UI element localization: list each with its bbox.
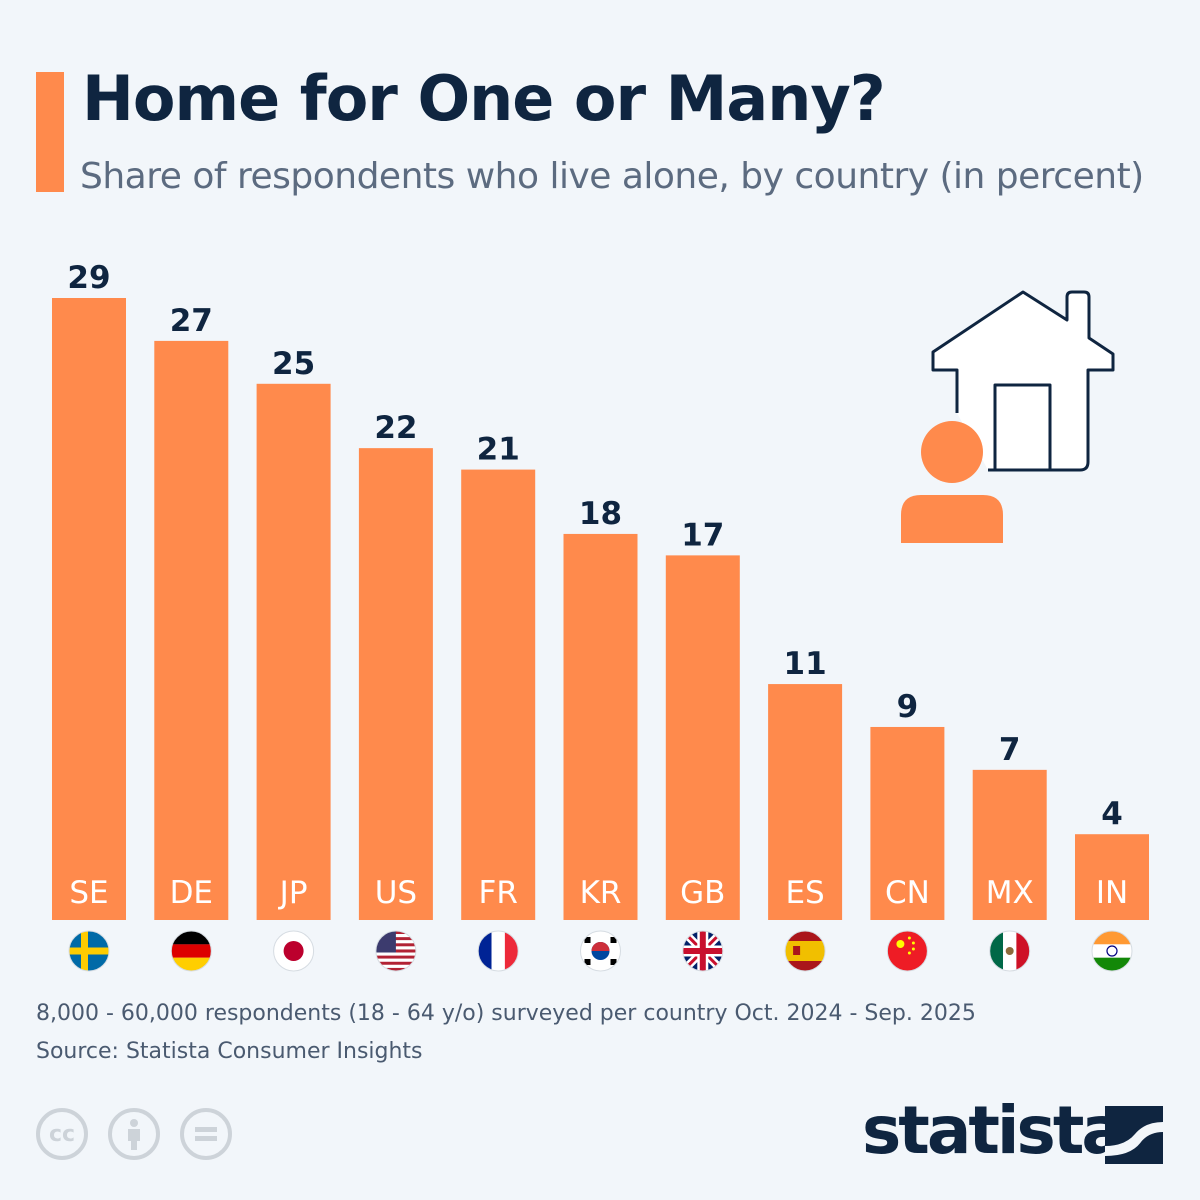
no-derivatives-icon[interactable] (180, 1108, 232, 1160)
data-label: 25 (272, 346, 315, 382)
mexico-flag-icon (989, 931, 1030, 971)
category-label: GB (680, 875, 725, 911)
category-label: DE (170, 875, 213, 911)
bar-se (52, 298, 126, 920)
bar-kr (563, 533, 638, 920)
category-label: JP (278, 875, 308, 911)
south-korea-flag-icon (580, 931, 621, 971)
uk-flag-icon (682, 931, 723, 971)
japan-flag-icon (273, 931, 314, 971)
bar-in (1075, 834, 1149, 920)
data-label: 17 (681, 517, 724, 553)
category-label: KR (580, 875, 622, 911)
france-flag-icon (478, 931, 519, 971)
survey-note: 8,000 - 60,000 respondents (18 - 64 y/o)… (36, 1001, 976, 1026)
source-note: Source: Statista Consumer Insights (36, 1039, 423, 1064)
usa-flag-icon (375, 931, 416, 971)
bar-us (358, 448, 433, 920)
person-icon (901, 421, 1003, 543)
flag-outline (886, 930, 928, 972)
house-icon (931, 290, 1115, 472)
attribution-icon[interactable] (108, 1108, 160, 1160)
flag-outline (273, 930, 315, 972)
flag-outline (68, 930, 110, 972)
india-flag-icon (1092, 931, 1132, 971)
category-label: CN (885, 875, 930, 911)
flag-outline (1091, 930, 1133, 972)
category-label: IN (1096, 875, 1128, 911)
cc-icon[interactable]: cc (36, 1108, 88, 1160)
data-label: 29 (67, 260, 110, 296)
bar-es (768, 684, 843, 920)
bar-mx (972, 769, 1047, 920)
statista-logo-mark (1105, 1106, 1163, 1164)
data-label: 9 (897, 689, 919, 725)
bar-chart: 29 SE 27 DE 25 JP 22 US 21 FR 18 KR 17 GB 11 ES 9 CN 7 MX 4 I… (52, 260, 1149, 972)
flag-outline (580, 930, 621, 972)
data-label: 18 (579, 496, 622, 532)
data-label: 21 (477, 432, 520, 468)
statista-logo[interactable]: statista (862, 1092, 1126, 1169)
data-label: 7 (999, 732, 1021, 768)
category-label: US (375, 875, 417, 911)
flag-outline (477, 930, 519, 972)
sweden-flag-icon (69, 931, 109, 971)
page-subtitle: Share of respondents who live alone, by … (80, 156, 1144, 197)
bar-de (154, 340, 229, 920)
flag-outline (989, 930, 1031, 972)
page-title: Home for One or Many? (82, 62, 886, 135)
category-label: ES (785, 875, 824, 911)
bar-fr (461, 469, 536, 920)
spain-flag-icon (785, 931, 826, 971)
china-flag-icon (887, 931, 928, 971)
category-label: FR (479, 875, 518, 911)
flag-outline (375, 930, 417, 972)
title-accent-bar (36, 72, 64, 192)
category-label: MX (986, 875, 1034, 911)
flag-outline (784, 930, 826, 972)
flag-outline (682, 930, 724, 972)
bar-cn (870, 726, 945, 920)
germany-flag-icon (171, 931, 212, 971)
data-label: 11 (784, 646, 827, 682)
bar-gb (665, 555, 740, 920)
data-label: 22 (374, 410, 417, 446)
flag-outline (170, 930, 212, 972)
data-label: 4 (1101, 796, 1123, 832)
bar-jp (256, 383, 331, 920)
category-label: SE (69, 875, 108, 911)
data-label: 27 (170, 303, 213, 339)
